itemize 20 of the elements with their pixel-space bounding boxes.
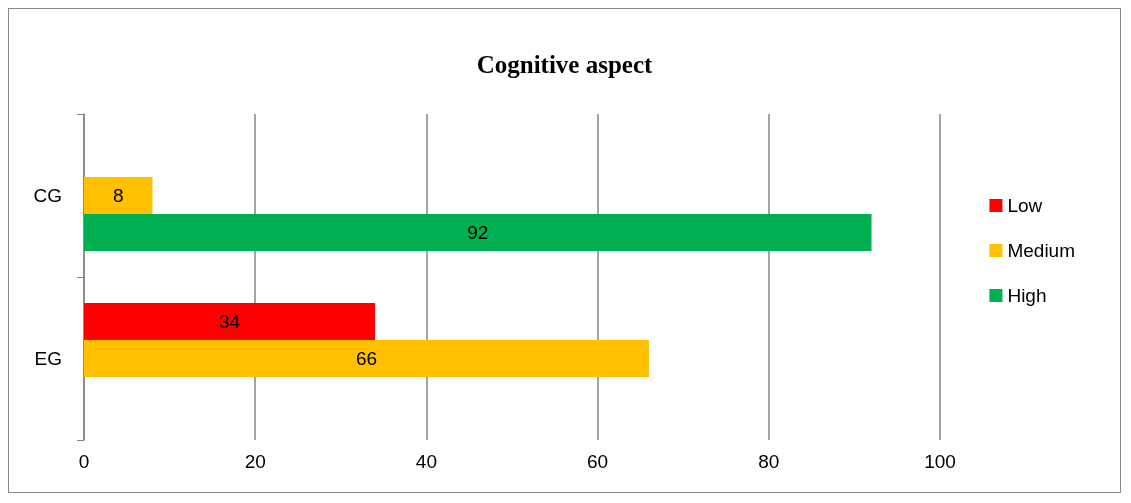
- bar: [84, 340, 649, 377]
- data-label: 66: [355, 348, 378, 369]
- x-tick-label: 0: [78, 451, 90, 472]
- bar: [84, 177, 153, 214]
- y-tick-label: CG: [33, 185, 62, 206]
- data-label: 8: [112, 185, 124, 206]
- legend-label: Medium: [1007, 240, 1075, 261]
- y-tick-label: EG: [34, 348, 62, 369]
- data-label: 34: [218, 311, 241, 333]
- x-tick-label: 60: [587, 451, 609, 472]
- chart-title: Cognitive aspect: [476, 51, 654, 78]
- legend-label: Low: [1007, 195, 1043, 216]
- x-tick-label: 40: [415, 451, 437, 472]
- x-tick-label: 100: [924, 451, 956, 472]
- x-tick-label: 20: [244, 451, 266, 472]
- bar: [84, 213, 872, 251]
- x-tick-label: 80: [758, 451, 780, 472]
- legend-label: High: [1007, 285, 1047, 306]
- bar: [84, 303, 376, 341]
- data-label: 92: [467, 221, 489, 243]
